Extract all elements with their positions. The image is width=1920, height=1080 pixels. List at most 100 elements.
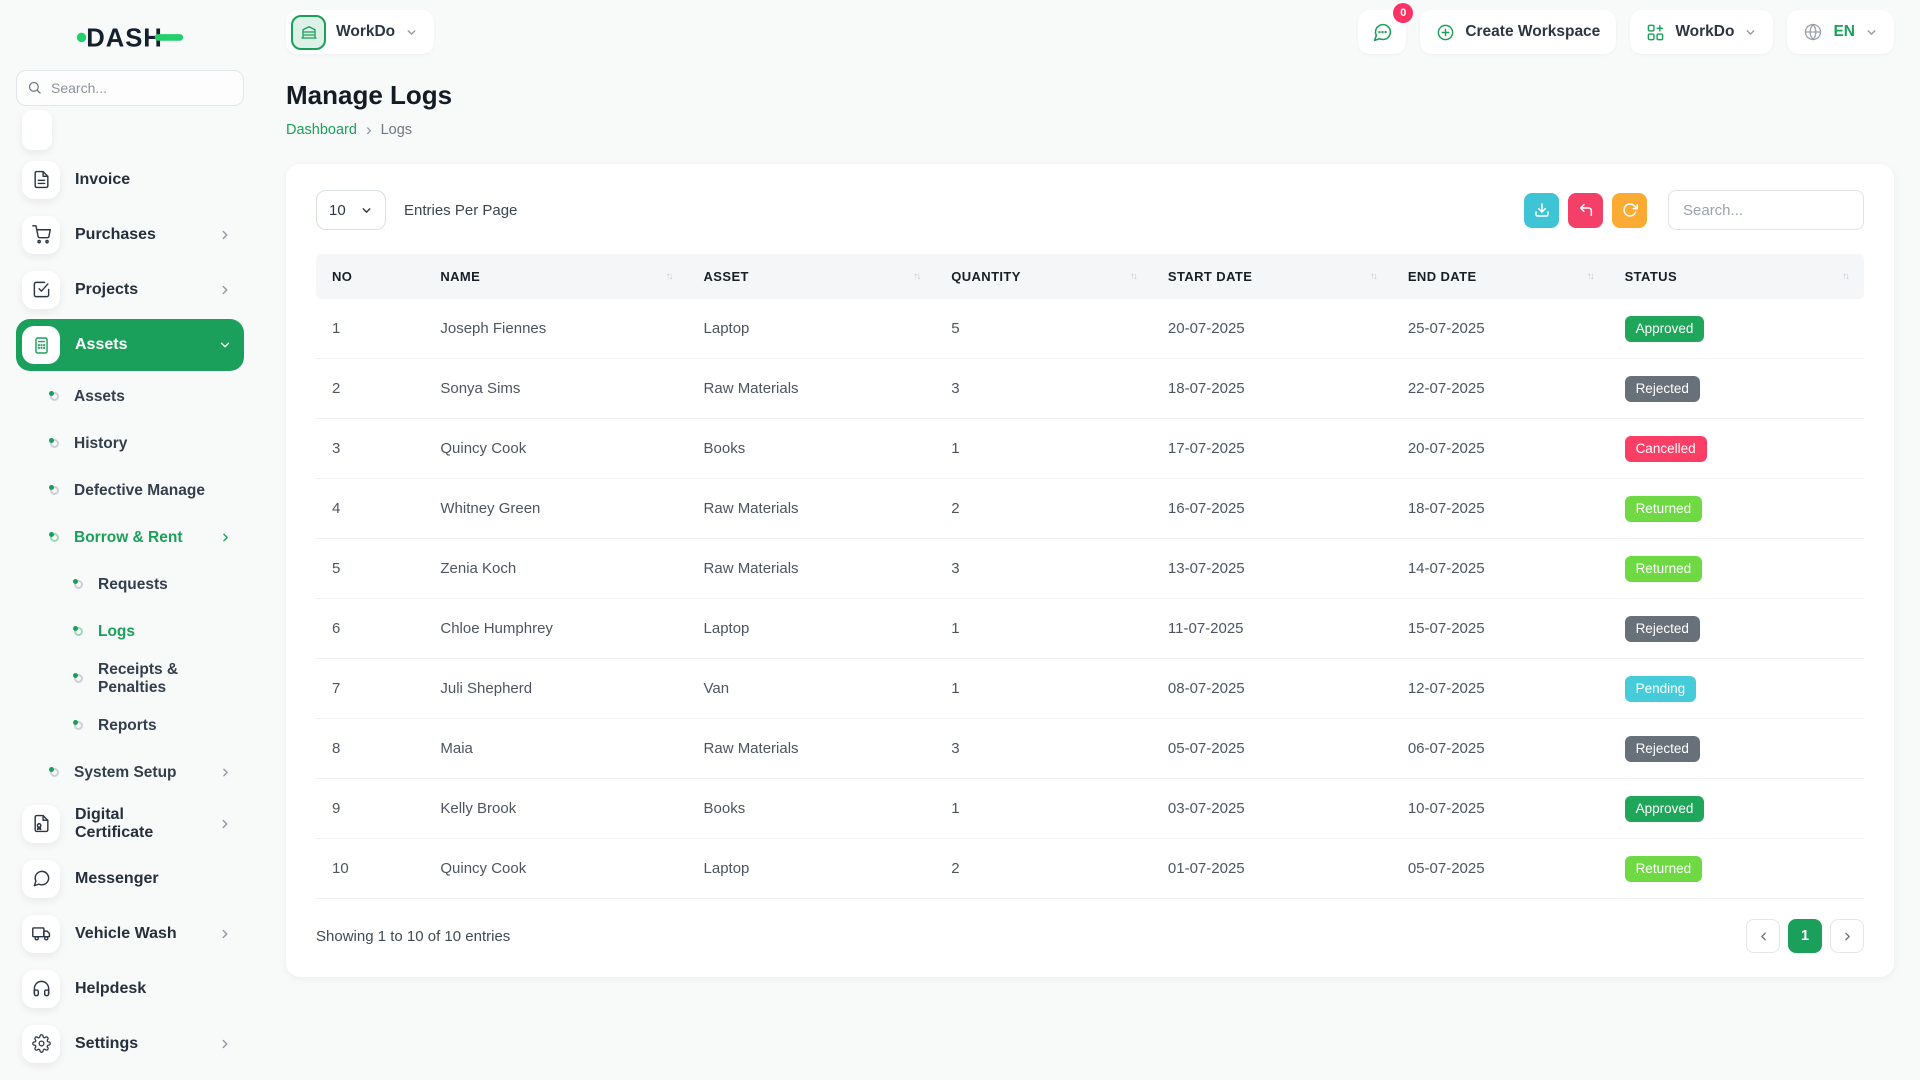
pagination-prev-button[interactable] xyxy=(1746,919,1780,953)
pagination-page-1[interactable]: 1 xyxy=(1788,919,1822,953)
sidebar-item-label: Assets xyxy=(74,387,125,405)
cell-name: Zenia Koch xyxy=(424,538,688,599)
column-header-end-date[interactable]: END DATE xyxy=(1391,254,1609,299)
sort-icon xyxy=(1370,271,1376,282)
cell-name: Whitney Green xyxy=(424,478,688,539)
column-header-no[interactable]: NO xyxy=(316,254,425,299)
sidebar-item-vehicle-wash[interactable]: Vehicle Wash xyxy=(16,906,244,961)
cell-start-date: 16-07-2025 xyxy=(1151,478,1392,539)
cell-quantity: 2 xyxy=(935,478,1152,539)
workdo-menu-label: WorkDo xyxy=(1675,23,1735,40)
workspace-selector[interactable]: WorkDo xyxy=(286,10,435,54)
status-badge: Approved xyxy=(1624,795,1705,822)
logs-table-body: 1 Joseph Fiennes Laptop 5 20-07-2025 25-… xyxy=(316,299,1864,899)
truck-icon xyxy=(22,914,60,953)
sidebar-item-projects[interactable]: Projects xyxy=(16,262,244,317)
cell-name: Sonya Sims xyxy=(424,358,688,419)
sidebar-item-label: Assets xyxy=(75,336,128,353)
cell-status: Rejected xyxy=(1608,598,1864,659)
sidebar-item-borrow-rent[interactable]: Borrow & Rent xyxy=(16,514,244,561)
entries-per-page-select[interactable]: 10 xyxy=(316,190,386,230)
cell-status: Rejected xyxy=(1608,358,1864,419)
cell-end-date: 22-07-2025 xyxy=(1391,358,1609,419)
cell-name: Chloe Humphrey xyxy=(424,598,688,659)
bullet-icon xyxy=(49,767,59,777)
language-selector[interactable]: EN xyxy=(1787,10,1894,54)
column-header-quantity[interactable]: QUANTITY xyxy=(935,254,1152,299)
page-title: Manage Logs xyxy=(286,80,453,110)
pagination-next-button[interactable] xyxy=(1830,919,1864,953)
column-header-start-date[interactable]: START DATE xyxy=(1151,254,1392,299)
brand-logo[interactable]: DASH xyxy=(16,14,244,58)
table-row: 2 Sonya Sims Raw Materials 3 18-07-2025 … xyxy=(316,358,1864,419)
cell-asset: Van xyxy=(687,658,936,719)
sidebar-item-reports[interactable]: Reports xyxy=(16,702,244,749)
sidebar-search-input[interactable] xyxy=(16,70,244,106)
cell-quantity: 3 xyxy=(935,358,1152,419)
cell-no: 3 xyxy=(316,418,425,479)
cell-status: Returned xyxy=(1608,838,1864,899)
sidebar-item-requests[interactable]: Requests xyxy=(16,561,244,608)
sidebar-item-helpdesk[interactable]: Helpdesk xyxy=(16,961,244,1016)
cell-asset: Raw Materials xyxy=(687,538,936,599)
breadcrumb: Dashboard Logs xyxy=(286,121,1894,138)
sidebar-item-invoice[interactable]: Invoice xyxy=(16,152,244,207)
workdo-apps-menu[interactable]: WorkDo xyxy=(1630,10,1774,54)
sidebar-item-digital-certificate[interactable]: Digital Certificate xyxy=(16,796,244,851)
cell-start-date: 01-07-2025 xyxy=(1151,838,1392,899)
bullet-icon xyxy=(49,532,59,542)
cell-end-date: 15-07-2025 xyxy=(1391,598,1609,659)
chevron-right-icon xyxy=(219,766,232,779)
check-square-icon xyxy=(22,270,60,309)
cell-end-date: 20-07-2025 xyxy=(1391,418,1609,479)
cell-no: 7 xyxy=(316,658,425,719)
cell-asset: Raw Materials xyxy=(687,718,936,779)
cell-status: Approved xyxy=(1608,299,1864,359)
sidebar-item-logs[interactable]: Logs xyxy=(16,608,244,655)
chevron-right-icon xyxy=(1841,930,1854,943)
column-header-status[interactable]: STATUS xyxy=(1608,254,1864,299)
status-badge: Cancelled xyxy=(1624,435,1707,462)
sidebar-item-messenger[interactable]: Messenger xyxy=(16,851,244,906)
cell-start-date: 05-07-2025 xyxy=(1151,718,1392,779)
sidebar-item-purchases[interactable]: Purchases xyxy=(16,207,244,262)
sidebar-item-label: Purchases xyxy=(75,225,156,243)
sidebar-item-system-setup[interactable]: System Setup xyxy=(16,749,244,796)
sidebar-item-receipts-penalties[interactable]: Receipts & Penalties xyxy=(16,655,244,702)
table-row: 7 Juli Shepherd Van 1 08-07-2025 12-07-2… xyxy=(316,658,1864,719)
cell-start-date: 03-07-2025 xyxy=(1151,778,1392,839)
chevron-left-icon xyxy=(1757,930,1770,943)
svg-text:DASH: DASH xyxy=(86,24,162,52)
create-workspace-button[interactable]: Create Workspace xyxy=(1420,10,1617,54)
export-button[interactable] xyxy=(1524,192,1559,228)
table-search-input[interactable] xyxy=(1668,190,1864,230)
calculator-icon xyxy=(22,326,60,364)
column-header-name[interactable]: NAME xyxy=(424,254,688,299)
messages-button[interactable]: 0 xyxy=(1358,3,1414,54)
sidebar-item-assets-sub[interactable]: Assets xyxy=(16,373,244,420)
table-row: 1 Joseph Fiennes Laptop 5 20-07-2025 25-… xyxy=(316,299,1864,359)
sidebar-item-history[interactable]: History xyxy=(16,420,244,467)
cell-name: Quincy Cook xyxy=(424,418,688,479)
breadcrumb-dashboard-link[interactable]: Dashboard xyxy=(286,121,357,138)
reset-button[interactable] xyxy=(1568,192,1603,228)
cell-start-date: 17-07-2025 xyxy=(1151,418,1392,479)
table-footer: Showing 1 to 10 of 10 entries 1 xyxy=(316,919,1864,953)
table-row: 10 Quincy Cook Laptop 2 01-07-2025 05-07… xyxy=(316,838,1864,899)
cell-end-date: 25-07-2025 xyxy=(1391,299,1609,359)
column-header-asset[interactable]: ASSET xyxy=(687,254,936,299)
grid-plus-icon xyxy=(1646,23,1665,42)
status-badge: Rejected xyxy=(1624,735,1700,762)
sidebar-item-label: Defective Manage xyxy=(74,481,205,499)
cell-status: Approved xyxy=(1608,778,1864,839)
table-header-row: NO NAME ASSET QUANTITY START DATE END DA… xyxy=(316,254,1864,299)
sidebar-item-assets[interactable]: Assets xyxy=(16,319,244,371)
table-row: 9 Kelly Brook Books 1 03-07-2025 10-07-2… xyxy=(316,778,1864,839)
refresh-button[interactable] xyxy=(1612,192,1647,228)
sidebar-item-settings[interactable]: Settings xyxy=(16,1016,244,1071)
bullet-icon xyxy=(73,720,83,730)
sidebar-item-defective-manage[interactable]: Defective Manage xyxy=(16,467,244,514)
status-badge: Approved xyxy=(1624,315,1705,342)
cell-no: 5 xyxy=(316,538,425,599)
